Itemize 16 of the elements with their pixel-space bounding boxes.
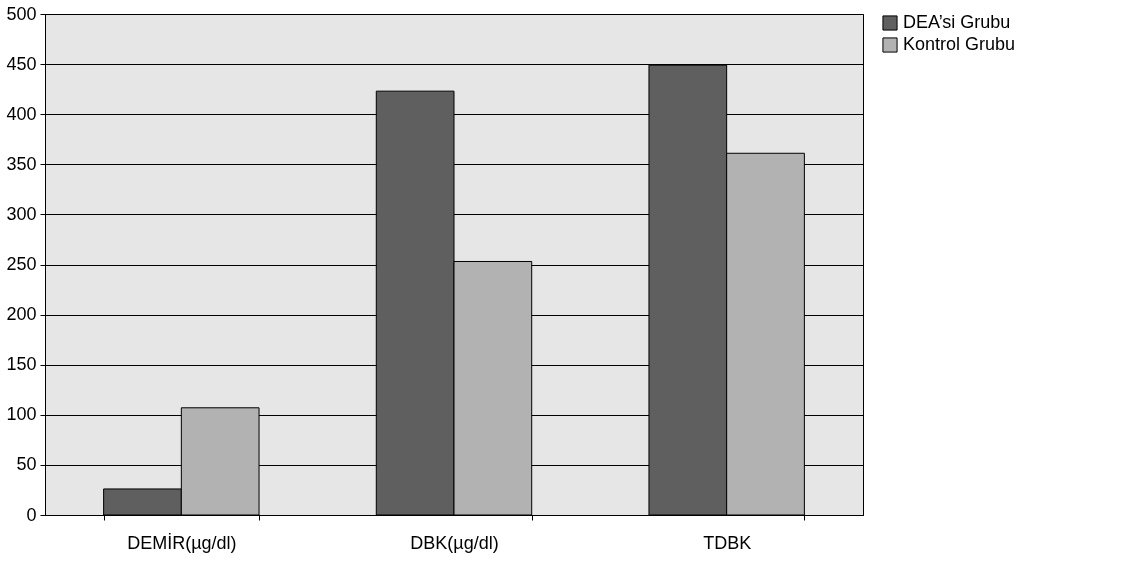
x-tick-label: TDBK — [703, 532, 752, 553]
y-tick-label: 0 — [26, 504, 37, 525]
y-tick-label: 450 — [6, 53, 37, 74]
y-tick-label: 400 — [6, 103, 37, 124]
y-tick-label: 50 — [16, 454, 37, 475]
y-tick-label: 250 — [6, 254, 37, 274]
x-tick-label: DBK(µg/dl) — [410, 532, 499, 553]
y-tick-label: 100 — [6, 404, 37, 425]
legend-label: Kontrol Grubu — [903, 34, 1016, 54]
y-tick-label: 150 — [6, 354, 37, 375]
y-tick-label: 200 — [6, 304, 37, 325]
y-tick-label: 500 — [6, 3, 37, 24]
y-tick-label: 300 — [6, 203, 37, 224]
y-tick-label: 350 — [6, 153, 37, 174]
x-tick-label: DEMİR(µg/dl) — [127, 532, 237, 553]
legend-label: DEA’si Grubu — [903, 12, 1011, 32]
